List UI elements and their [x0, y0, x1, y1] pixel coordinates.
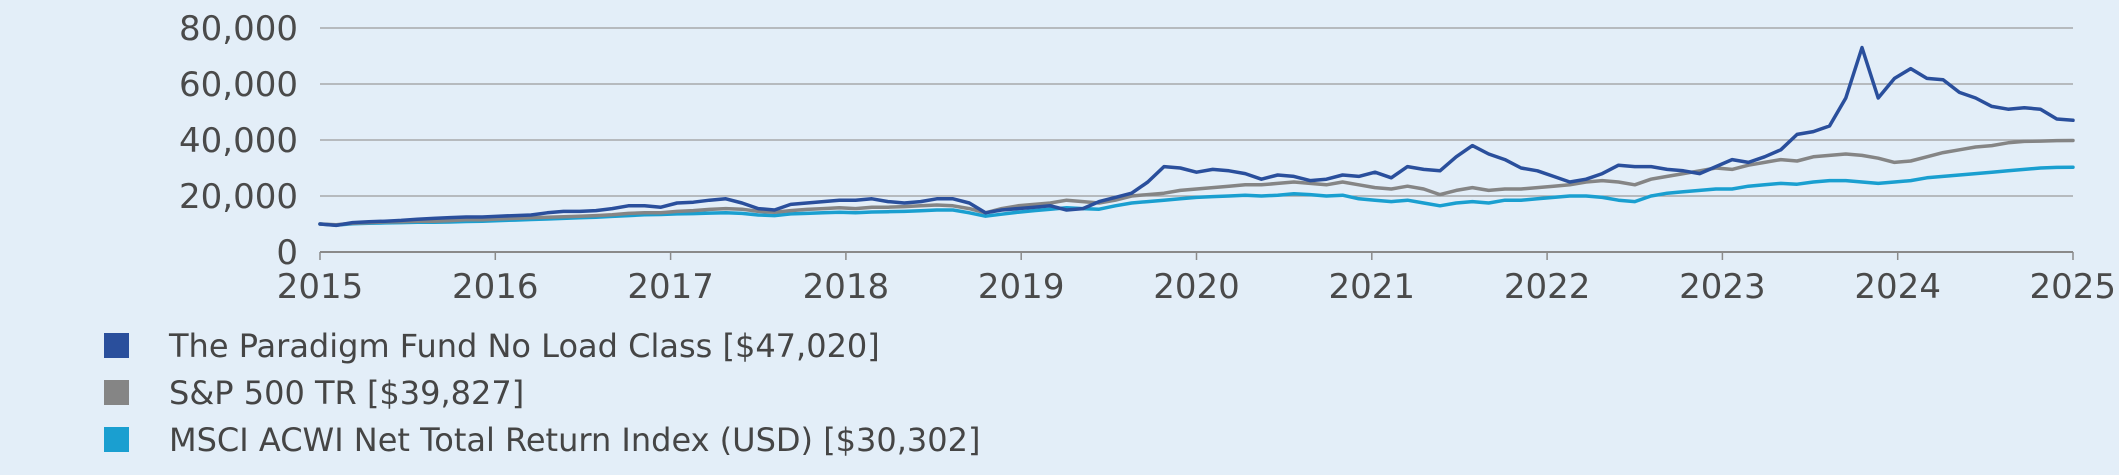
x-tick-label: 2018: [803, 267, 890, 307]
x-tick-label: 2023: [1679, 267, 1766, 307]
series-line-1: [318, 45, 2075, 228]
x-tick-label: 2017: [627, 267, 714, 307]
x-tick-label: 2021: [1329, 267, 1416, 307]
y-tick-label: 80,000: [179, 9, 298, 49]
x-tick-label: 2015: [277, 267, 364, 307]
legend-label: MSCI ACWI Net Total Return Index (USD) […: [169, 420, 981, 459]
legend-swatch: [104, 427, 129, 452]
legend-label: The Paradigm Fund No Load Class [$47,020…: [169, 326, 880, 365]
x-tick-label: 2025: [2029, 267, 2116, 307]
x-axis: 2015 2016 2017 2018 2019 2020 2021 2022 2023 2024…: [277, 252, 2116, 307]
x-tick-label: 2016: [452, 267, 539, 307]
legend-swatch: [104, 380, 129, 405]
x-tick-label: 2022: [1504, 267, 1591, 307]
legend-item: S&P 500 TR [$39,827]: [104, 369, 980, 416]
y-tick-label: 40,000: [179, 121, 298, 161]
y-tick-label: 0: [276, 233, 298, 273]
x-tick-label: 2019: [978, 267, 1065, 307]
legend: The Paradigm Fund No Load Class [$47,020…: [104, 322, 980, 463]
y-axis: 0 20,000 40,000 60,000 80,000: [179, 9, 298, 273]
x-tick-label: 2020: [1153, 267, 1240, 307]
legend-swatch: [104, 333, 129, 358]
x-tick-label: 2024: [1854, 267, 1941, 307]
series-line-2: [318, 138, 2075, 227]
legend-item: The Paradigm Fund No Load Class [$47,020…: [104, 322, 980, 369]
y-tick-label: 60,000: [179, 65, 298, 105]
legend-label: S&P 500 TR [$39,827]: [169, 373, 525, 412]
series-lines: [318, 45, 2075, 228]
y-tick-label: 20,000: [179, 177, 298, 217]
legend-item: MSCI ACWI Net Total Return Index (USD) […: [104, 416, 980, 463]
